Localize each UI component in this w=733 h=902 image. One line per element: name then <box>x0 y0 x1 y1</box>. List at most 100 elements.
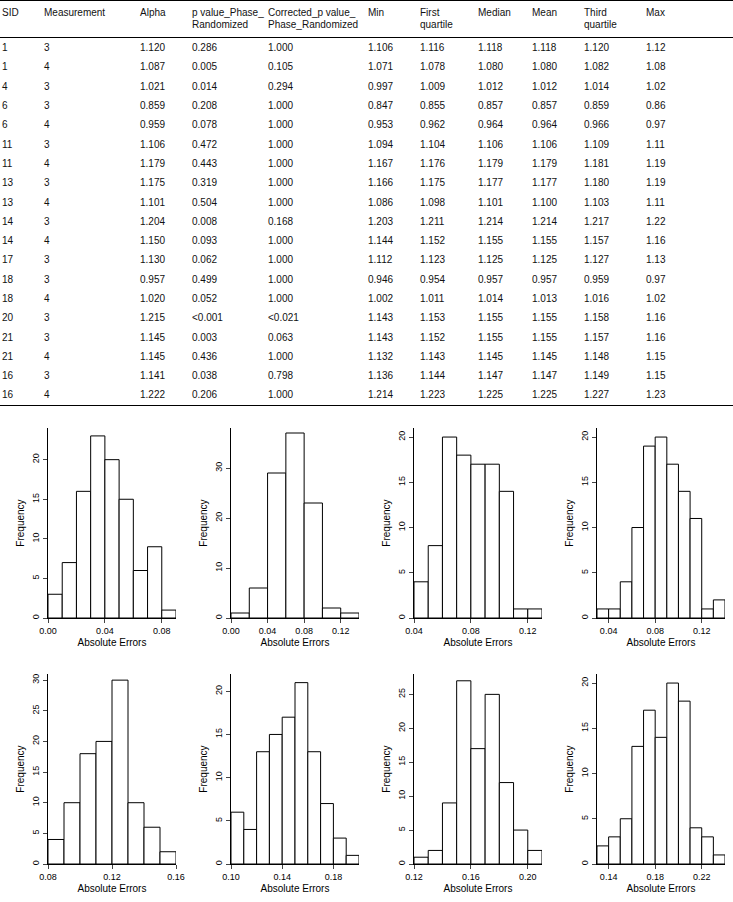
svg-text:15: 15 <box>397 476 407 486</box>
svg-text:5: 5 <box>214 817 224 822</box>
svg-text:0.16: 0.16 <box>462 872 480 882</box>
html-text:1.116: 1.116 <box>420 42 445 54</box>
svg-text:0.20: 0.20 <box>519 872 537 882</box>
svg-text:0.18: 0.18 <box>325 872 343 882</box>
html-text:0.286: 0.286 <box>192 42 217 54</box>
html-text:1.071: 1.071 <box>368 61 393 73</box>
svg-text:5: 5 <box>580 815 590 820</box>
svg-text:Absolute Errors: Absolute Errors <box>78 883 147 894</box>
svg-text:Absolute Errors: Absolute Errors <box>261 637 330 648</box>
svg-text:Absolute Errors: Absolute Errors <box>78 637 147 648</box>
svg-text:0: 0 <box>580 614 590 619</box>
html-text:1.120: 1.120 <box>584 42 609 54</box>
html-text:1.12: 1.12 <box>646 42 666 54</box>
html-text:1.000: 1.000 <box>268 42 293 54</box>
svg-text:10: 10 <box>580 521 590 531</box>
svg-text:Frequency: Frequency <box>381 745 392 792</box>
html-text:Corrected_p value_ Phase_Rando: Corrected_p value_ Phase_Randomized <box>268 7 359 30</box>
svg-text:0.22: 0.22 <box>693 872 711 882</box>
svg-text:15: 15 <box>214 728 224 738</box>
svg-text:Frequency: Frequency <box>198 499 209 546</box>
svg-text:30: 30 <box>214 462 224 472</box>
html-text:0.105: 0.105 <box>268 61 293 73</box>
html-text:1.118: 1.118 <box>532 42 557 54</box>
svg-text:15: 15 <box>31 493 41 503</box>
svg-text:0: 0 <box>397 614 407 619</box>
svg-text:0.04: 0.04 <box>96 626 114 636</box>
svg-text:Absolute Errors: Absolute Errors <box>444 637 513 648</box>
svg-text:10: 10 <box>31 532 41 542</box>
svg-text:0.08: 0.08 <box>462 626 480 636</box>
svg-text:20: 20 <box>580 431 590 441</box>
svg-text:0.08: 0.08 <box>153 626 171 636</box>
svg-text:0.08: 0.08 <box>295 626 313 636</box>
svg-text:0.12: 0.12 <box>103 872 121 882</box>
svg-text:0: 0 <box>31 860 41 865</box>
svg-text:10: 10 <box>214 562 224 572</box>
svg-text:0.14: 0.14 <box>273 872 291 882</box>
svg-text:10: 10 <box>397 790 407 800</box>
svg-text:Absolute Errors: Absolute Errors <box>444 883 513 894</box>
svg-text:0.08: 0.08 <box>39 872 57 882</box>
svg-text:Absolute Errors: Absolute Errors <box>627 637 696 648</box>
svg-text:0.04: 0.04 <box>600 626 618 636</box>
svg-text:0.12: 0.12 <box>332 626 350 636</box>
svg-text:0.08: 0.08 <box>646 626 664 636</box>
svg-text:10: 10 <box>214 771 224 781</box>
svg-text:Frequency: Frequency <box>564 499 575 546</box>
svg-text:10: 10 <box>580 767 590 777</box>
svg-text:20: 20 <box>397 722 407 732</box>
svg-text:Frequency: Frequency <box>15 745 26 792</box>
html-text:1.087: 1.087 <box>140 61 165 73</box>
svg-text:15: 15 <box>397 756 407 766</box>
svg-text:20: 20 <box>31 735 41 745</box>
svg-text:5: 5 <box>397 826 407 831</box>
html-text:p value_Phase_ Randomized: p value_Phase_ Randomized <box>192 7 264 30</box>
svg-text:Frequency: Frequency <box>198 745 209 792</box>
svg-text:0.14: 0.14 <box>600 872 618 882</box>
svg-text:Frequency: Frequency <box>15 499 26 546</box>
svg-text:30: 30 <box>31 674 41 684</box>
svg-text:0.04: 0.04 <box>259 626 277 636</box>
svg-text:5: 5 <box>580 569 590 574</box>
svg-text:0: 0 <box>214 614 224 619</box>
svg-text:Absolute Errors: Absolute Errors <box>261 883 330 894</box>
svg-text:0.16: 0.16 <box>167 872 185 882</box>
svg-text:Absolute Errors: Absolute Errors <box>627 883 696 894</box>
svg-text:0: 0 <box>397 860 407 865</box>
svg-text:20: 20 <box>580 677 590 687</box>
svg-text:15: 15 <box>580 476 590 486</box>
svg-text:20: 20 <box>214 512 224 522</box>
svg-text:5: 5 <box>31 829 41 834</box>
html-text:Third quartile: Third quartile <box>584 7 617 30</box>
svg-text:0: 0 <box>31 614 41 619</box>
html-text:1.118: 1.118 <box>478 42 503 54</box>
svg-text:0.12: 0.12 <box>519 626 537 636</box>
svg-text:25: 25 <box>31 704 41 714</box>
svg-text:0.12: 0.12 <box>405 872 423 882</box>
html-text:0.005: 0.005 <box>192 61 217 73</box>
svg-text:10: 10 <box>397 521 407 531</box>
html-text:1.120: 1.120 <box>140 42 165 54</box>
svg-text:5: 5 <box>31 575 41 580</box>
svg-text:15: 15 <box>580 722 590 732</box>
svg-text:0.00: 0.00 <box>39 626 57 636</box>
svg-text:0.00: 0.00 <box>222 626 240 636</box>
svg-text:0: 0 <box>580 860 590 865</box>
svg-text:0.12: 0.12 <box>693 626 711 636</box>
svg-text:0: 0 <box>214 860 224 865</box>
svg-text:20: 20 <box>31 453 41 463</box>
svg-text:Frequency: Frequency <box>381 499 392 546</box>
svg-text:10: 10 <box>31 796 41 806</box>
svg-text:5: 5 <box>397 569 407 574</box>
svg-text:0.18: 0.18 <box>646 872 664 882</box>
svg-text:20: 20 <box>397 431 407 441</box>
svg-text:20: 20 <box>214 685 224 695</box>
svg-text:15: 15 <box>31 766 41 776</box>
svg-text:0.10: 0.10 <box>222 872 240 882</box>
html-text:1.106: 1.106 <box>368 42 393 54</box>
svg-text:0.04: 0.04 <box>405 626 423 636</box>
svg-text:25: 25 <box>397 688 407 698</box>
html-text:First quartile: First quartile <box>420 7 453 30</box>
svg-text:Frequency: Frequency <box>564 745 575 792</box>
